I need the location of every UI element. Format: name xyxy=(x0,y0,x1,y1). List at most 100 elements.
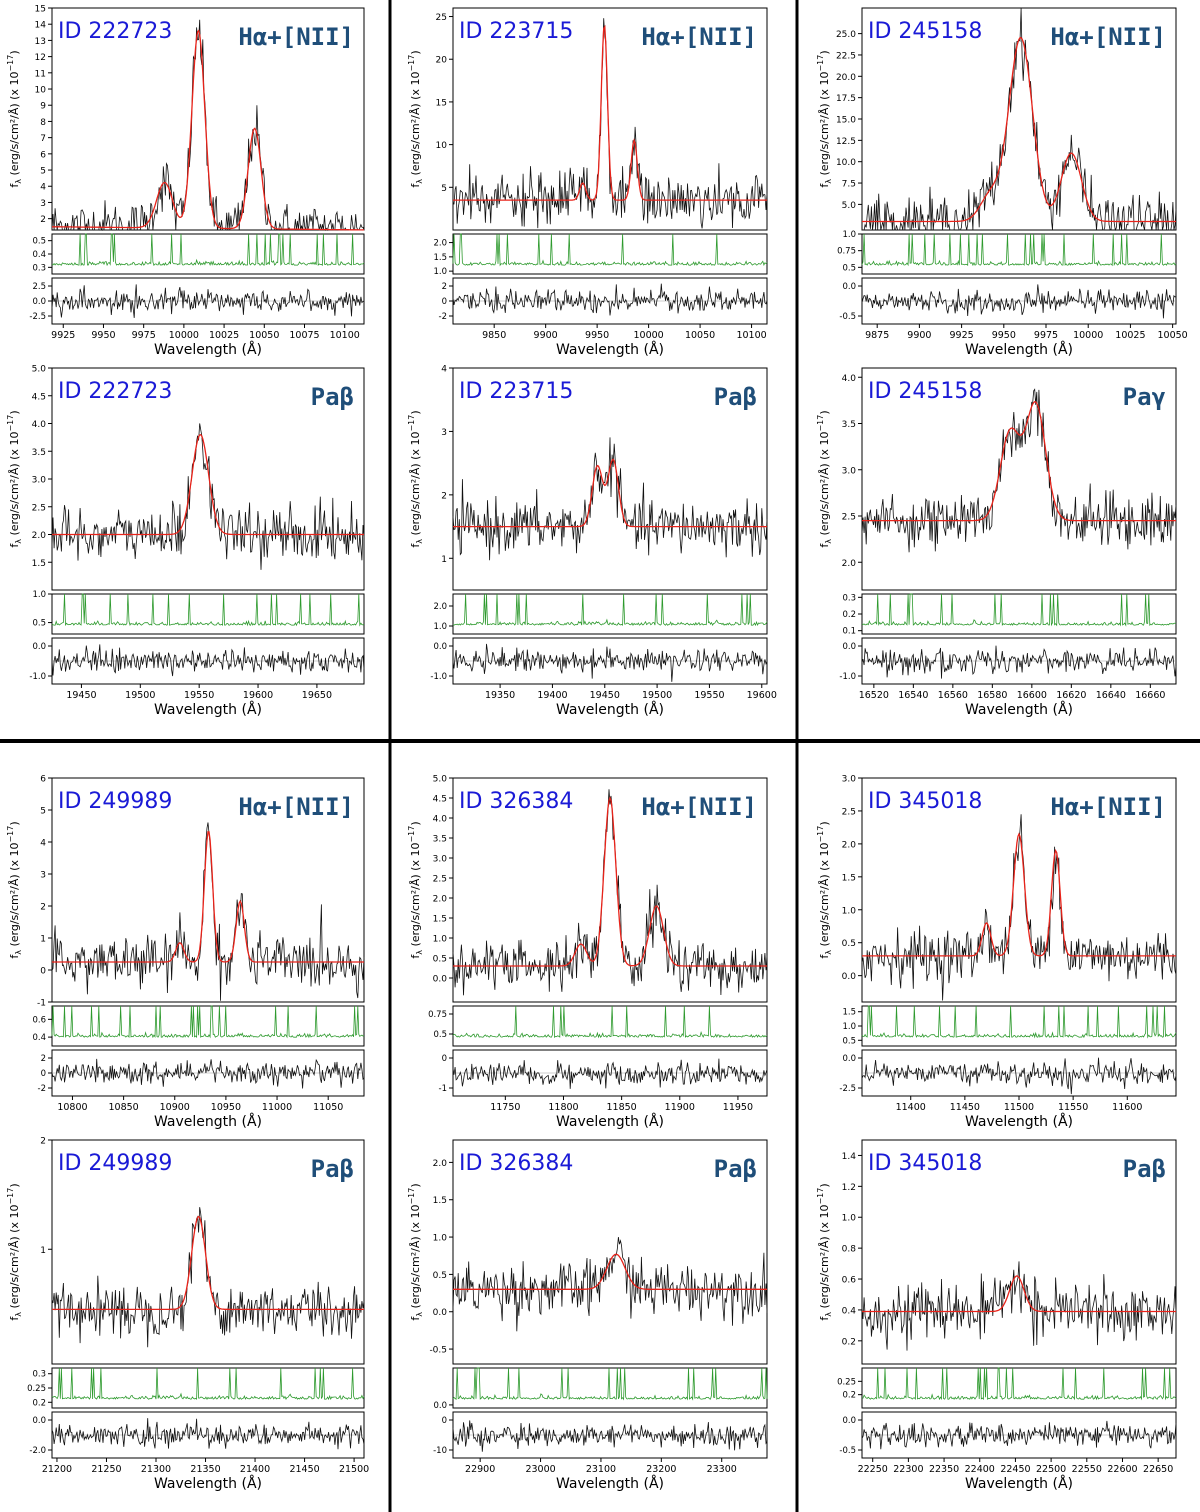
x-tick-label: 16640 xyxy=(1096,690,1126,701)
sky-axes-frame xyxy=(452,593,768,635)
y-tick-label: 1.0 xyxy=(842,906,857,916)
x-axis-label: Wavelength (Å) xyxy=(556,701,664,718)
sky-spectrum xyxy=(51,1005,365,1039)
observed-spectrum xyxy=(51,423,365,570)
y-axis-label: fλ (erg/s/cm²/Å) (x 10−17) xyxy=(816,1183,833,1320)
sky-y-tick-label: 0.5 xyxy=(842,263,856,273)
sky-y-tick-label: 0.2 xyxy=(842,610,856,620)
residual-y-tick-label: 0 xyxy=(442,1416,447,1426)
sky-y-tick-label: 0.5 xyxy=(842,1036,856,1046)
x-tick-label: 22250 xyxy=(858,1464,888,1475)
residual-spectrum xyxy=(861,1420,1177,1450)
y-tick-label: 2.5 xyxy=(842,807,856,817)
residual-y-tick-label: 2 xyxy=(41,1054,46,1064)
panel-id-label: ID 245158 xyxy=(868,379,982,404)
panel-line-label: Paβ xyxy=(714,1155,757,1183)
y-tick-label: 0.4 xyxy=(842,1306,857,1316)
y-tick-label: 5.0 xyxy=(842,201,857,211)
residual-spectrum xyxy=(51,644,365,677)
x-tick-label: 22600 xyxy=(1107,1464,1137,1475)
y-tick-label: 0.5 xyxy=(842,939,856,949)
model-fit xyxy=(862,37,1176,223)
y-axis-label: fλ (erg/s/cm²/Å) (x 10−17) xyxy=(407,410,424,547)
panel-id-label: ID 223715 xyxy=(459,379,573,404)
y-tick-label: 15 xyxy=(35,5,46,15)
y-tick-label: 12 xyxy=(35,53,46,63)
y-tick-label: -0.5 xyxy=(429,1346,447,1356)
y-tick-label: 0.6 xyxy=(842,1276,857,1286)
y-tick-label: 3.5 xyxy=(433,835,447,845)
sky-y-tick-label: 1.0 xyxy=(433,622,447,632)
x-tick-label: 16520 xyxy=(859,690,889,701)
main-axes-frame xyxy=(452,777,768,1003)
y-tick-label: 2.0 xyxy=(32,531,47,541)
y-tick-label: 4.0 xyxy=(433,815,448,825)
y-tick-label: 1.5 xyxy=(32,559,46,569)
y-axis-label: fλ (erg/s/cm²/Å) (x 10−17) xyxy=(6,50,23,187)
sky-axes-frame xyxy=(861,1367,1177,1409)
x-tick-label: 9950 xyxy=(91,330,115,341)
sky-y-tick-label: 2.0 xyxy=(433,239,447,249)
y-tick-label: 0.2 xyxy=(842,1337,856,1347)
y-tick-label: 3.5 xyxy=(32,448,46,458)
x-tick-label: 10050 xyxy=(249,330,279,341)
x-tick-label: 23200 xyxy=(646,1464,676,1475)
y-tick-label: 2.0 xyxy=(433,1159,448,1169)
x-tick-label: 10000 xyxy=(169,330,199,341)
sky-y-tick-label: 0.1 xyxy=(842,627,856,637)
x-tick-label: 9950 xyxy=(585,330,609,341)
x-tick-label: 19650 xyxy=(302,690,332,701)
x-tick-label: 11550 xyxy=(1058,1102,1088,1113)
x-tick-label: 11950 xyxy=(723,1102,753,1113)
sky-y-tick-label: 1.5 xyxy=(842,1008,856,1018)
x-tick-label: 23300 xyxy=(707,1464,737,1475)
y-tick-label: 1.5 xyxy=(842,873,856,883)
x-tick-label: 9850 xyxy=(482,330,506,341)
residual-spectrum xyxy=(452,1058,768,1089)
model-fit xyxy=(453,1253,767,1290)
y-tick-label: 9 xyxy=(40,102,46,112)
residual-y-tick-label: -2.0 xyxy=(29,1446,46,1456)
y-tick-label: 6 xyxy=(40,150,46,160)
panel-line-label: Hα+[NII] xyxy=(1050,23,1166,51)
spectrum-panel: 2 3 4 5 6 7 8 9 10 11 12 13 14 15 ID 222723 Hα+[NII] fλ … xyxy=(6,5,365,358)
residual-y-tick-label: 0.0 xyxy=(842,1416,856,1426)
sky-spectrum xyxy=(861,1005,1177,1039)
y-tick-label: 4 xyxy=(40,839,46,849)
x-tick-label: 11900 xyxy=(665,1102,695,1113)
x-tick-label: 19550 xyxy=(184,690,214,701)
y-tick-label: -1 xyxy=(37,999,46,1009)
sky-y-tick-label: 0.75 xyxy=(428,1010,447,1020)
y-tick-label: 2.0 xyxy=(842,840,857,850)
sky-axes-frame xyxy=(861,1005,1177,1047)
residual-spectrum xyxy=(51,1058,365,1089)
x-tick-label: 23000 xyxy=(525,1464,555,1475)
x-tick-label: 10900 xyxy=(160,1102,190,1113)
x-tick-label: 22450 xyxy=(1000,1464,1030,1475)
x-tick-label: 11500 xyxy=(1004,1102,1034,1113)
x-axis-label: Wavelength (Å) xyxy=(556,1113,664,1130)
panel-line-label: Paγ xyxy=(1123,383,1166,411)
x-tick-label: 22650 xyxy=(1143,1464,1173,1475)
y-axis-label: fλ (erg/s/cm²/Å) (x 10−17) xyxy=(816,821,833,958)
panel-line-label: Paβ xyxy=(1123,1155,1166,1183)
x-tick-label: 21300 xyxy=(141,1464,171,1475)
model-fit xyxy=(453,458,767,528)
sky-axes-frame xyxy=(452,1005,768,1047)
spectrum-panel: 0.0 0.5 1.0 1.5 2.0 2.5 3.0 3.5 4.0 4.5 5.0 ID 3263… xyxy=(407,775,768,1130)
y-tick-label: 4.0 xyxy=(32,420,47,430)
x-axis-label: Wavelength (Å) xyxy=(965,1113,1073,1130)
y-tick-label: 3.0 xyxy=(433,855,448,865)
sky-y-tick-label: 0.3 xyxy=(842,593,856,603)
y-tick-label: 2.0 xyxy=(433,895,448,905)
x-tick-label: 16580 xyxy=(977,690,1007,701)
x-tick-label: 19600 xyxy=(243,690,273,701)
x-tick-label: 11800 xyxy=(548,1102,578,1113)
y-tick-label: 6 xyxy=(40,775,46,785)
sky-y-tick-label: 0.5 xyxy=(433,1030,447,1040)
panel-line-label: Hα+[NII] xyxy=(1050,793,1166,821)
sky-y-tick-label: 0.5 xyxy=(32,619,46,629)
x-axis-label: Wavelength (Å) xyxy=(154,341,262,358)
observed-spectrum xyxy=(51,822,365,1001)
panel-line-label: Paβ xyxy=(714,383,757,411)
